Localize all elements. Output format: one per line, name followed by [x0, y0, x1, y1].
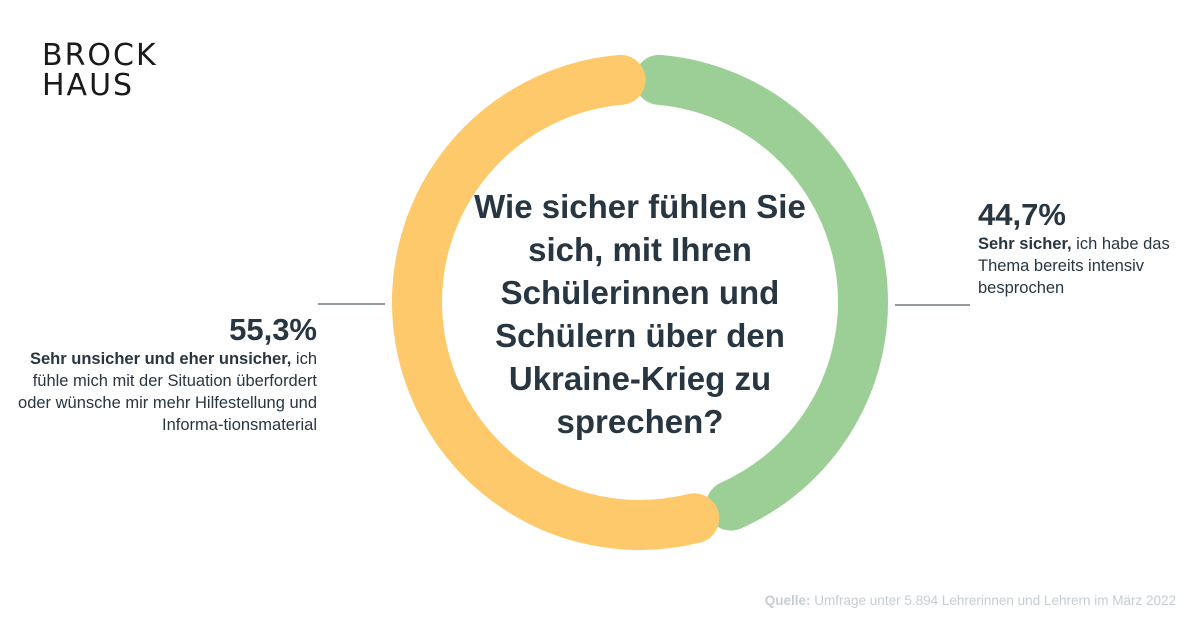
slice-unsicher [392, 54, 720, 550]
logo-line-1: BROCK [42, 38, 158, 73]
label-unsicher: 55,3% Sehr unsicher und eher unsicher, i… [0, 312, 317, 436]
value-label-sicher: 44,7% [978, 197, 1066, 232]
source-text: Umfrage unter 5.894 Lehrerinnen und Lehr… [810, 593, 1176, 608]
source-label: Quelle: [764, 593, 811, 608]
value-label-unsicher: 55,3% [229, 312, 317, 347]
desc-unsicher-bold: Sehr unsicher und eher unsicher, [29, 350, 292, 368]
desc-unsicher-rest: ich fühle mich mit der Situation überfor… [18, 350, 317, 434]
desc-sicher-rest: ich habe das Thema bereits intensiv besp… [978, 235, 1170, 297]
brockhaus-logo: BROCK HAUS [42, 41, 158, 101]
logo-line-2: HAUS [42, 68, 135, 103]
desc-unsicher: Sehr unsicher und eher unsicher, ich füh… [0, 348, 317, 436]
label-sicher: 44,7% Sehr sicher, ich habe das Thema be… [978, 197, 1178, 299]
source-note: Quelle: Umfrage unter 5.894 Lehrerinnen … [765, 593, 1176, 608]
desc-sicher: Sehr sicher, ich habe das Thema bereits … [978, 233, 1178, 299]
slice-sicher [634, 54, 888, 531]
chart-question: Wie sicher fühlen Sie sich, mit Ihren Sc… [474, 188, 806, 440]
desc-sicher-bold: Sehr sicher, [978, 235, 1072, 253]
